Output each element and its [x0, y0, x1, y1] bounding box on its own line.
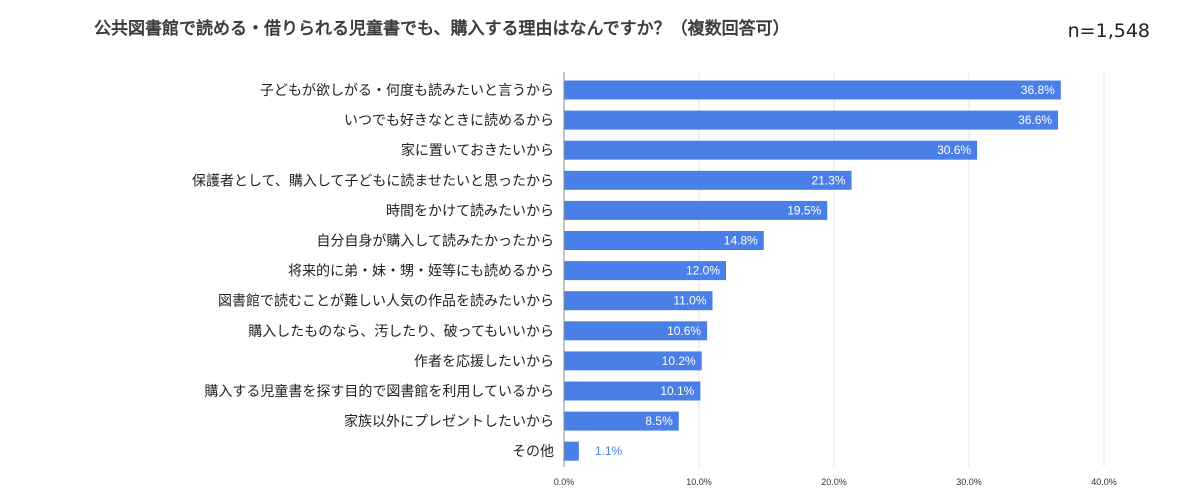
sample-size: n=1,548: [1067, 20, 1150, 42]
bar: [564, 441, 579, 461]
value-label: 10.1%: [660, 384, 694, 398]
category-label: 将来的に弟・妹・甥・姪等にも読めるから: [288, 263, 554, 280]
value-label: 10.2%: [662, 354, 696, 368]
bar: [564, 200, 828, 220]
x-tick-label: 30.0%: [956, 477, 982, 487]
category-label: 保護者として、購入して子どもに読ませたいと思ったから: [192, 172, 554, 189]
value-label: 8.5%: [645, 414, 673, 428]
bar: [564, 411, 679, 431]
x-tick-label: 40.0%: [1091, 477, 1117, 487]
value-label: 11.0%: [673, 294, 706, 308]
value-label: 1.1%: [595, 444, 623, 458]
value-label: 36.8%: [1021, 83, 1055, 97]
category-label: その他: [512, 444, 554, 460]
category-label: 自分自身が購入して読みたかったから: [316, 233, 554, 250]
x-tick-label: 0.0%: [554, 477, 575, 487]
category-label: 家に置いておきたいから: [401, 142, 554, 159]
category-label: 家族以外にプレゼントしたいから: [344, 413, 554, 430]
value-label: 12.0%: [686, 264, 720, 278]
value-label: 21.3%: [812, 173, 846, 187]
bar: [564, 170, 852, 190]
chart-title: 公共図書館で読める・借りられる児童書でも、購入する理由はなんですか？（複数回答可…: [94, 19, 790, 39]
category-label: 子どもが欲しがる・何度も読みたいと言うから: [260, 82, 554, 99]
category-label: 購入する児童書を探す目的で図書館を利用しているから: [204, 383, 554, 400]
bar: [564, 291, 713, 311]
category-label: 時間をかけて読みたいから: [386, 202, 554, 219]
bar: [564, 80, 1061, 100]
value-label: 30.6%: [937, 143, 971, 157]
bar: [564, 321, 708, 341]
x-tick-label: 10.0%: [686, 477, 712, 487]
category-label: 作者を応援したいから: [414, 354, 554, 370]
value-label: 10.6%: [667, 324, 701, 338]
bar: [564, 351, 702, 371]
value-label: 14.8%: [724, 234, 758, 248]
category-label: いつでも好きなときに読めるから: [344, 112, 554, 129]
bar: [564, 140, 978, 160]
bar: [564, 110, 1059, 130]
value-label: 36.6%: [1018, 113, 1052, 127]
category-label: 購入したものなら、汚したり、破ってもいいから: [248, 324, 554, 340]
x-tick-label: 20.0%: [821, 477, 847, 487]
category-label: 図書館で読むことが難しい人気の作品を読みたいから: [218, 293, 554, 310]
bar: [564, 261, 726, 281]
bar: [564, 231, 764, 250]
value-label: 19.5%: [787, 203, 821, 217]
bar: [564, 381, 701, 401]
